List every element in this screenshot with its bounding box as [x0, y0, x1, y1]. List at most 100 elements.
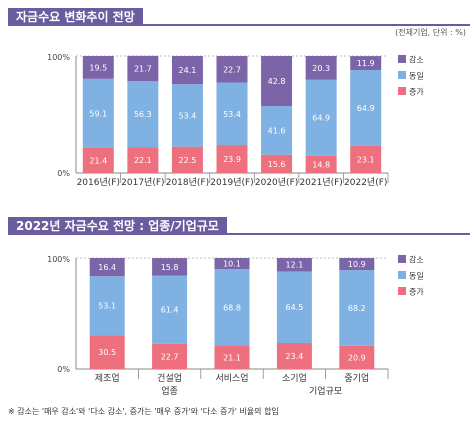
chart1-legend-label-0: 감소: [409, 55, 424, 65]
chart2-label-동일-4: 68.2: [348, 304, 366, 313]
chart1-title-underline: [8, 24, 470, 26]
chart2-label-감소-0: 16.4: [98, 263, 116, 272]
chart1-bar-증가-1: [127, 147, 159, 173]
chart1-unit-note: (전체기업, 단위 : %): [395, 28, 466, 37]
chart1-category-4: 2020년(F): [255, 177, 298, 188]
chart1-category-2: 2018년(F): [166, 177, 209, 188]
chart1-bar-동일-2: [171, 84, 203, 147]
chart1-legend-swatch-2: [398, 87, 406, 95]
chart2-svg: 100% 0% 30.5 53.1 16.4 제조업 22.7 61.4 15.8 건설업 21.1…: [47, 255, 424, 398]
chart1-label-감소-4: 42.8: [268, 77, 286, 86]
chart2-legend-label-0: 감소: [409, 255, 424, 265]
chart1-bar-동일-1: [127, 81, 159, 148]
chart1-bar-증가-0: [82, 147, 114, 173]
chart1-label-증가-2: 22.5: [179, 156, 197, 165]
chart2-title: 2022년 자금수요 전망 : 업종/기업규모: [8, 217, 227, 235]
chart2-bar-동일-3: [276, 271, 312, 344]
chart1-bar-증가-6: [350, 145, 382, 173]
chart1-bar-동일-4: [261, 106, 293, 155]
chart1-svg: 100% 0% 21.4 59.1 19.5 2016년(F) 22.1 56.3 21.7 20…: [47, 53, 424, 188]
chart1-bar-감소-4: [261, 56, 293, 107]
chart1-legend-swatch-0: [398, 55, 406, 63]
chart1-label-동일-0: 59.1: [89, 109, 107, 118]
chart2-label-동일-2: 68.8: [223, 303, 241, 312]
chart1-legend-label-1: 동일: [409, 72, 424, 81]
chart2-label-감소-4: 10.9: [348, 260, 366, 269]
chart2-label-증가-4: 20.9: [348, 353, 366, 362]
chart1-bar-감소-3: [216, 56, 248, 83]
chart1-bar-증가-4: [261, 154, 293, 173]
chart1-category-5: 2021년(F): [299, 177, 342, 188]
chart2-group-label-1: 기업규모: [309, 386, 342, 397]
chart1-category-1: 2017년(F): [121, 177, 164, 188]
chart2-label-동일-1: 61.4: [161, 306, 179, 315]
chart2-bar-감소-3: [276, 258, 312, 272]
chart1-label-증가-4: 15.6: [268, 160, 286, 169]
chart2-label-동일-0: 53.1: [98, 302, 116, 311]
chart2-bar-증가-0: [89, 335, 125, 369]
chart1-bar-동일-0: [82, 78, 114, 148]
chart1-bar-동일-6: [350, 70, 382, 146]
chart2-bar-감소-1: [152, 258, 188, 276]
chart1-label-동일-3: 53.4: [223, 110, 241, 119]
chart2-bar-증가-4: [339, 345, 375, 369]
chart1-label-감소-3: 22.7: [223, 65, 241, 74]
chart2-legend-swatch-1: [398, 271, 406, 279]
chart2-label-증가-3: 23.4: [285, 352, 303, 361]
chart1-label-증가-3: 23.9: [223, 155, 241, 164]
chart2-label-동일-3: 64.5: [285, 303, 303, 312]
chart1-label-증가-1: 22.1: [134, 156, 152, 165]
chart2-bar-증가-2: [214, 345, 250, 369]
chart1-label-감소-1: 21.7: [134, 65, 152, 74]
chart1-ytick-100: 100%: [47, 53, 70, 62]
chart1-label-증가-5: 14.8: [312, 160, 330, 169]
chart1-label-동일-4: 41.6: [268, 126, 286, 135]
chart2-label-증가-0: 30.5: [98, 348, 116, 357]
chart2-ytick-0: 0%: [57, 365, 70, 374]
chart2-legend-label-2: 증가: [409, 288, 424, 297]
chart1-label-동일-5: 64.9: [312, 114, 330, 123]
chart2-bar-동일-1: [152, 275, 188, 344]
chart2-label-감소-1: 15.8: [161, 263, 179, 272]
chart1-legend-label-2: 증가: [409, 88, 424, 97]
chart1-bar-감소-2: [171, 56, 203, 85]
chart1-bar-감소-6: [350, 56, 382, 71]
chart1-bar-감소-1: [127, 55, 159, 82]
chart1-bar-증가-3: [216, 145, 248, 173]
chart1-bar-동일-5: [305, 79, 337, 156]
chart1-label-동일-2: 53.4: [179, 111, 197, 120]
chart2-label-감소-2: 10.1: [223, 260, 241, 269]
chart2-label-감소-3: 12.1: [285, 261, 303, 270]
chart2-title-underline: [8, 233, 470, 235]
chart1-category-6: 2022년(F): [344, 177, 387, 188]
chart1-category-3: 2019년(F): [210, 177, 253, 188]
chart2-bar-동일-0: [89, 276, 125, 336]
chart2-group-label-0: 업종: [161, 386, 178, 397]
chart2-category-4: 중기업: [344, 373, 369, 384]
chart2-bar-증가-1: [152, 343, 188, 369]
chart1-category-0: 2016년(F): [77, 177, 120, 188]
chart1-ytick-0: 0%: [57, 169, 70, 178]
chart2-bar-증가-3: [276, 343, 312, 369]
chart2-bar-감소-2: [214, 258, 250, 270]
footnote: ※ 감소는 '매우 감소'와 '다소 감소', 증가는 '매우 증가'와 '다소…: [8, 407, 279, 416]
chart2-category-1: 건설업: [157, 373, 182, 384]
chart1-label-감소-2: 24.1: [179, 66, 197, 75]
chart1-legend-swatch-1: [398, 71, 406, 79]
chart2-ytick-100: 100%: [47, 255, 70, 264]
chart1-bar-동일-3: [216, 82, 248, 146]
chart2-category-3: 소기업: [282, 373, 307, 384]
chart1-label-증가-0: 21.4: [89, 156, 107, 165]
chart2-bar-동일-2: [214, 269, 250, 346]
chart1-label-동일-1: 56.3: [134, 110, 152, 119]
chart2-category-0: 제조업: [95, 373, 120, 384]
chart2-label-증가-1: 22.7: [161, 352, 179, 361]
chart1-bar-증가-5: [305, 155, 337, 173]
chart1-bar-증가-2: [171, 146, 203, 173]
chart1-label-감소-0: 19.5: [89, 63, 107, 72]
chart1-label-감소-6: 11.9: [357, 59, 375, 68]
chart1-bar-감소-0: [82, 56, 114, 79]
chart1-label-증가-6: 23.1: [357, 155, 375, 164]
chart2-legend-label-1: 동일: [409, 272, 424, 281]
chart2-label-증가-2: 21.1: [223, 353, 241, 362]
